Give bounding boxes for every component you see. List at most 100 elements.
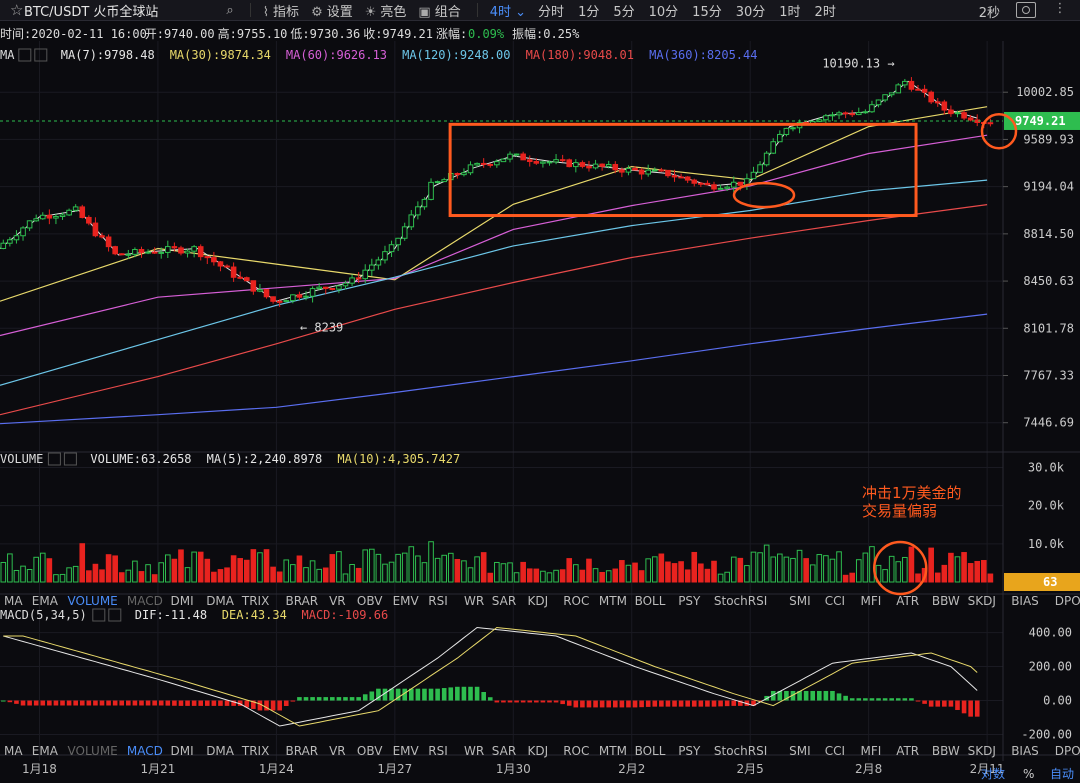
macd-histogram-bar bbox=[218, 700, 223, 706]
tabs-macd-24: BBW bbox=[932, 744, 960, 758]
volume-legend-gear-icon[interactable] bbox=[47, 452, 61, 466]
candle-body bbox=[132, 248, 138, 255]
macd-histogram-bar bbox=[290, 700, 296, 702]
macd-histogram-bar bbox=[93, 700, 98, 706]
macd-histogram-bar bbox=[152, 700, 157, 706]
period-7[interactable]: 2时 bbox=[814, 4, 836, 20]
tabs-volume-21: CCI bbox=[825, 594, 845, 608]
volume-bar bbox=[184, 567, 191, 583]
macd-histogram-bar bbox=[823, 690, 829, 701]
volume-bar bbox=[26, 569, 33, 583]
volume-bar bbox=[382, 563, 388, 583]
candle-body bbox=[783, 127, 790, 135]
tabs-macd-8: VR bbox=[329, 744, 346, 758]
volume-bar bbox=[395, 553, 401, 583]
volume-bar bbox=[849, 572, 856, 583]
volume-bar bbox=[678, 561, 684, 583]
combo-button[interactable]: ▣ 组合 bbox=[418, 1, 460, 20]
current-price-ellipse bbox=[980, 113, 1018, 150]
candle-body bbox=[619, 169, 625, 173]
volume-bar bbox=[99, 569, 105, 583]
tabs-volume-9: OBV bbox=[357, 594, 383, 608]
brightness-button[interactable]: ☀ 亮色 bbox=[365, 1, 407, 20]
volume-bar bbox=[66, 567, 72, 583]
volume-legend-close-icon[interactable] bbox=[63, 452, 77, 466]
candle-body bbox=[138, 248, 145, 253]
candle-body bbox=[711, 184, 717, 190]
tabs-macd-25: SKDJ bbox=[968, 744, 996, 758]
macd-histogram-bar bbox=[415, 688, 421, 701]
volume-bar bbox=[540, 570, 546, 583]
indicators-button[interactable]: ⌇ 指标 bbox=[263, 1, 299, 20]
macd-histogram-bar bbox=[362, 694, 368, 701]
candle-body bbox=[303, 295, 309, 298]
info-high: 高:9755.10 bbox=[218, 26, 288, 41]
macd-label-1: 200.00 bbox=[1029, 660, 1072, 674]
macd-histogram-bar bbox=[297, 697, 302, 701]
period-1[interactable]: 1分 bbox=[578, 4, 600, 20]
macd-histogram-bar bbox=[264, 700, 269, 711]
candle-body bbox=[415, 206, 421, 216]
volume-bar bbox=[500, 563, 507, 583]
volume-bar bbox=[243, 559, 250, 583]
macd-legend-gear-icon[interactable] bbox=[92, 608, 106, 622]
camera-icon[interactable] bbox=[1016, 2, 1036, 18]
candle-body bbox=[26, 220, 33, 229]
candle-body bbox=[954, 112, 961, 115]
tabs-macd-26: BIAS bbox=[1011, 744, 1039, 758]
macd-histogram-bar bbox=[323, 697, 329, 701]
period-4[interactable]: 15分 bbox=[692, 4, 722, 20]
macd-legend-close-icon[interactable] bbox=[108, 608, 122, 622]
period-0[interactable]: 分时 bbox=[538, 4, 565, 20]
star-icon[interactable]: ☆ bbox=[10, 1, 24, 19]
candle-body bbox=[184, 250, 191, 254]
period-6[interactable]: 1时 bbox=[779, 4, 801, 20]
candle-body bbox=[967, 117, 974, 121]
candle-body bbox=[487, 163, 494, 166]
tabs-macd-22: MFI bbox=[861, 744, 882, 758]
tabs-volume-11: RSI bbox=[428, 594, 448, 608]
period-2[interactable]: 5分 bbox=[613, 4, 635, 20]
macd-histogram-bar bbox=[99, 700, 105, 706]
macd-histogram-bar bbox=[237, 700, 243, 706]
settings-button[interactable]: ⚙ 设置 bbox=[311, 1, 353, 20]
candle-body bbox=[171, 246, 178, 249]
volume-bar bbox=[467, 567, 474, 583]
macd-label-0: 400.00 bbox=[1029, 626, 1072, 640]
tabs-macd-5: DMA bbox=[206, 744, 235, 758]
candle-body bbox=[125, 253, 132, 256]
period-5[interactable]: 30分 bbox=[735, 4, 766, 20]
macd-histogram-bar bbox=[882, 698, 888, 701]
volume-bar bbox=[53, 574, 59, 583]
candle-body bbox=[428, 181, 434, 200]
search-icon[interactable]: ⌕ bbox=[226, 2, 234, 18]
macd-histogram-bar bbox=[553, 700, 559, 703]
volume-bar bbox=[270, 566, 276, 583]
symbol-selector[interactable]: BTC/USDT 火币全球站 bbox=[24, 4, 159, 20]
volume-bar bbox=[401, 552, 408, 583]
annotation-text-1: 交易量偏弱 bbox=[862, 502, 937, 520]
volume-bar bbox=[197, 551, 204, 583]
volume-bar bbox=[625, 564, 632, 583]
volume-bar bbox=[902, 556, 908, 583]
volume-bar bbox=[619, 560, 625, 583]
macd-histogram-bar bbox=[119, 700, 125, 706]
ma-legend-close-icon[interactable] bbox=[34, 48, 48, 62]
macd-histogram-bar bbox=[277, 700, 282, 711]
ma-legend-gear-icon[interactable] bbox=[18, 48, 32, 62]
volume-bar bbox=[967, 563, 974, 583]
volume-bar bbox=[862, 552, 869, 583]
refresh-interval[interactable]: 2秒 bbox=[978, 6, 1000, 21]
macd-histogram-bar bbox=[599, 700, 605, 708]
macd-histogram-bar bbox=[935, 700, 941, 707]
period-3[interactable]: 10分 bbox=[648, 4, 679, 20]
candle-body bbox=[250, 280, 257, 292]
macd-histogram-bar bbox=[40, 700, 46, 706]
macd-legend-item-2: MACD:-109.66 bbox=[302, 608, 389, 622]
more-icon[interactable]: ⋮ bbox=[1053, 1, 1067, 16]
volume-bar bbox=[651, 556, 658, 583]
period-active[interactable]: 4时 ⌄ bbox=[490, 1, 526, 20]
macd-histogram-bar bbox=[310, 697, 315, 701]
volume-bar bbox=[744, 565, 750, 583]
